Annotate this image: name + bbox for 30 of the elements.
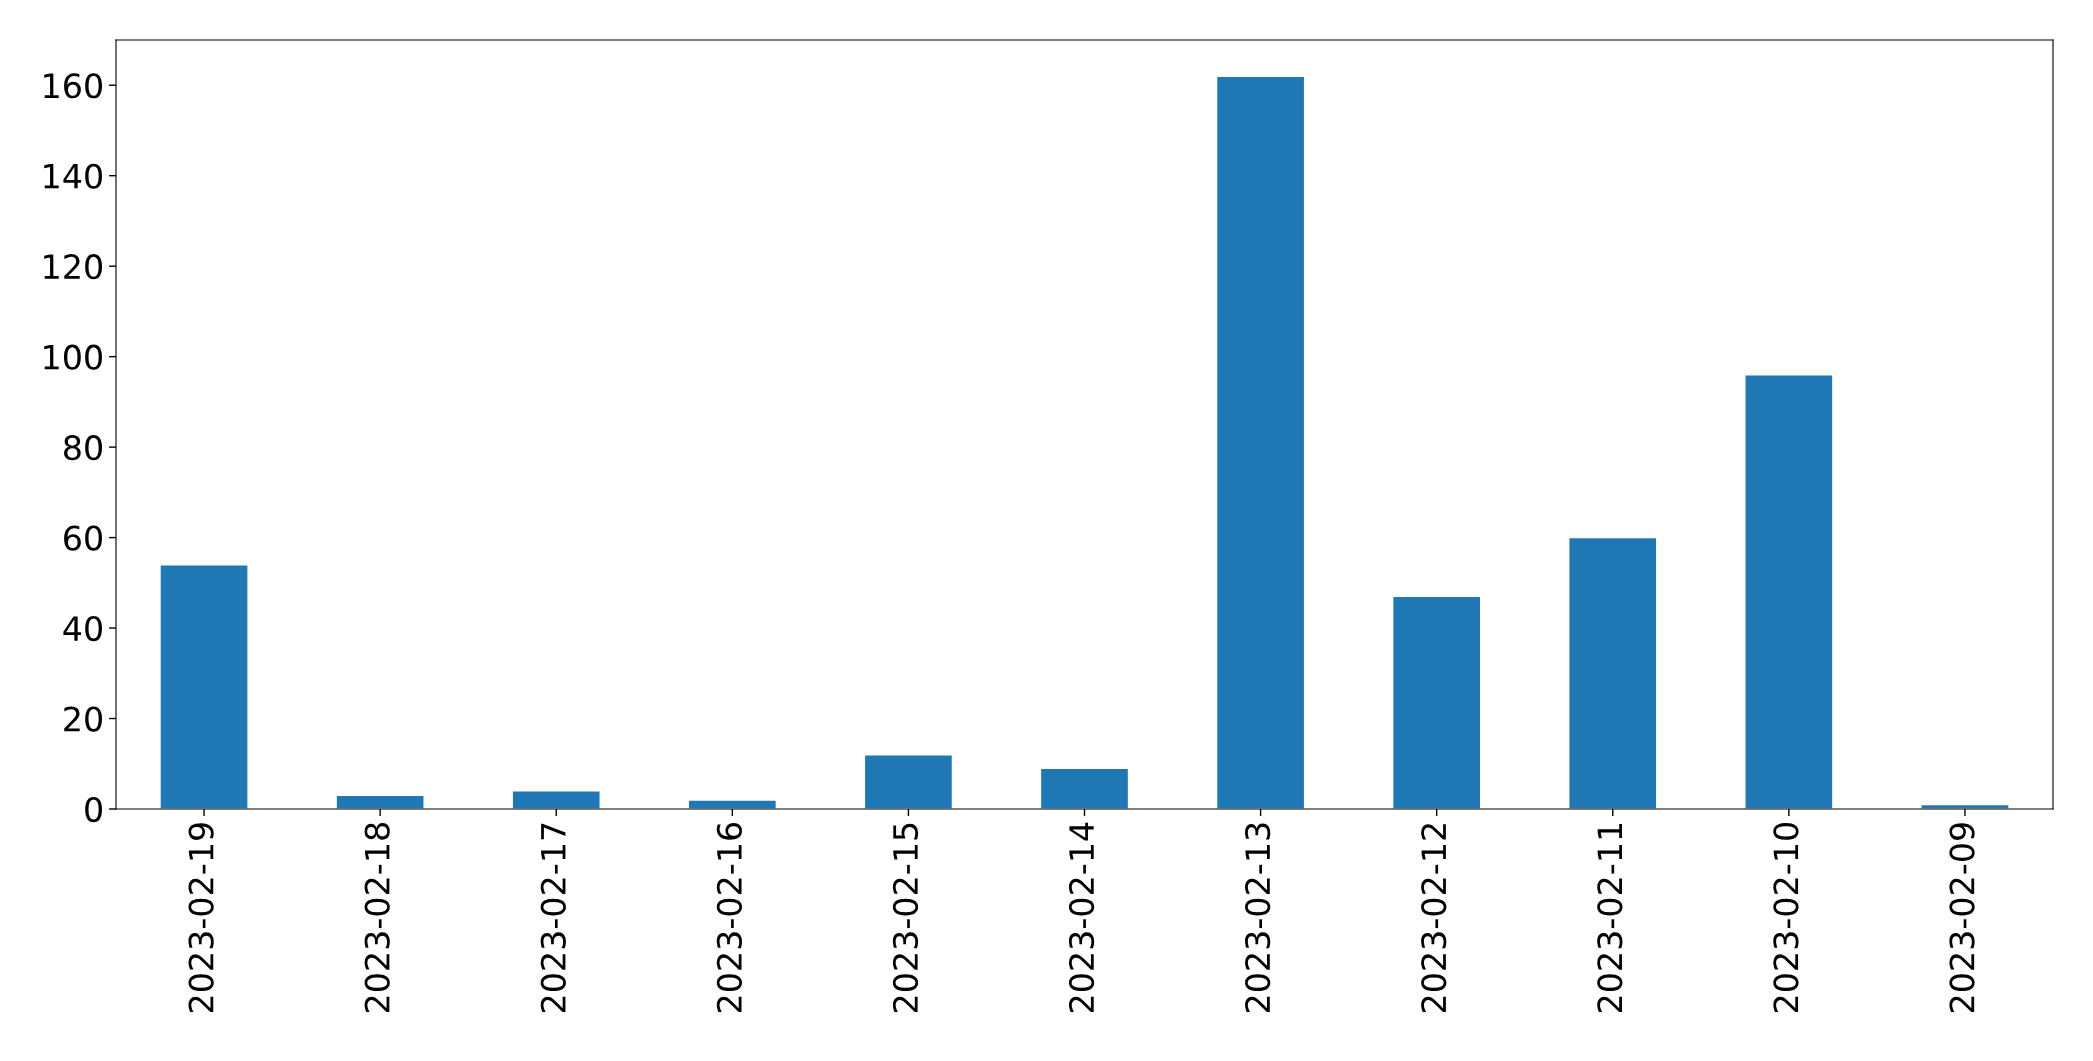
y-tick-label: 20 xyxy=(64,706,102,732)
x-tick-label: 2023-02-14 xyxy=(1068,822,1095,1013)
x-tick-label: 2023-02-18 xyxy=(364,823,390,1013)
bar xyxy=(511,790,601,809)
bar xyxy=(335,794,425,809)
x-tick-label: 2023-02-09 xyxy=(1949,823,1975,1013)
bar xyxy=(687,799,778,809)
y-tick-label: 120 xyxy=(44,254,102,280)
bar xyxy=(1215,75,1306,809)
y-tick-label: 60 xyxy=(64,525,102,551)
x-tick-label: 2023-02-19 xyxy=(188,823,214,1013)
x-tick-label: 2023-02-10 xyxy=(1773,823,1799,1013)
y-tick-label: 0 xyxy=(85,796,102,823)
x-tick-label: 2023-02-17 xyxy=(540,823,566,1013)
bar xyxy=(863,754,954,809)
bar xyxy=(1391,595,1482,809)
x-tick-label: 2023-02-16 xyxy=(716,822,742,1013)
y-tick-label: 160 xyxy=(44,73,102,99)
x-tick-label: 2023-02-11 xyxy=(1597,823,1623,1013)
y-tick-label: 100 xyxy=(44,344,102,370)
x-tick-label: 2023-02-12 xyxy=(1421,824,1447,1013)
bar xyxy=(1568,536,1658,809)
bar xyxy=(1744,374,1834,809)
y-tick-label: 40 xyxy=(63,615,102,642)
y-tick-label: 140 xyxy=(44,163,102,189)
x-tick-label: 2023-02-15 xyxy=(892,823,919,1013)
x-tick-label: 2023-02-13 xyxy=(1245,823,1271,1013)
y-tick-label: 80 xyxy=(64,435,102,461)
bar xyxy=(1039,767,1130,809)
bar xyxy=(159,564,249,809)
